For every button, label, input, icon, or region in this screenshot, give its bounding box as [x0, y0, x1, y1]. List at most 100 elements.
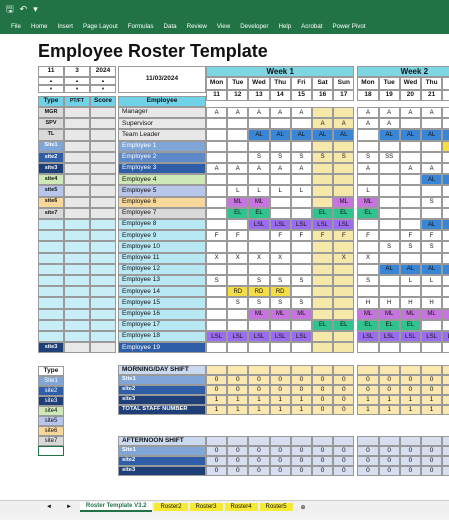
- shift-cell[interactable]: [312, 163, 334, 175]
- shift-cell[interactable]: AL: [442, 219, 449, 231]
- ptft-cell[interactable]: [64, 252, 90, 264]
- shift-cell[interactable]: [312, 286, 334, 298]
- row-type-cell[interactable]: TL: [38, 129, 64, 141]
- undo-icon[interactable]: ↶: [19, 4, 28, 14]
- shift-cell[interactable]: A: [290, 163, 312, 175]
- shift-cell[interactable]: L: [227, 185, 249, 197]
- shift-cell[interactable]: A: [421, 163, 443, 175]
- ptft-cell[interactable]: [64, 151, 90, 163]
- ribbon-tab-insert[interactable]: Insert: [57, 22, 73, 30]
- shift-cell[interactable]: H: [421, 297, 443, 309]
- shift-cell[interactable]: F: [357, 230, 379, 242]
- shift-cell[interactable]: LSL: [290, 331, 312, 343]
- shift-cell[interactable]: AL: [290, 129, 312, 141]
- shift-cell[interactable]: [378, 219, 400, 231]
- shift-cell[interactable]: [421, 319, 443, 331]
- shift-cell[interactable]: X: [227, 252, 249, 264]
- shift-cell[interactable]: [290, 196, 312, 208]
- shift-cell[interactable]: [399, 196, 421, 208]
- shift-cell[interactable]: LSL: [290, 219, 312, 231]
- shift-cell[interactable]: ML: [290, 308, 312, 320]
- ptft-cell[interactable]: [64, 275, 90, 287]
- shift-cell[interactable]: [378, 163, 400, 175]
- ptft-cell[interactable]: [64, 118, 90, 130]
- score-cell[interactable]: [90, 207, 116, 219]
- shift-cell[interactable]: [399, 140, 421, 152]
- shift-cell[interactable]: S: [378, 241, 400, 253]
- shift-cell[interactable]: X: [248, 252, 270, 264]
- shift-cell[interactable]: [378, 174, 400, 186]
- shift-cell[interactable]: [357, 241, 379, 253]
- shift-cell[interactable]: [312, 174, 334, 186]
- sheet-tab-3[interactable]: Roster3: [189, 503, 223, 511]
- shift-cell[interactable]: [248, 263, 270, 275]
- shift-cell[interactable]: S: [399, 241, 421, 253]
- ptft-cell[interactable]: [64, 196, 90, 208]
- shift-cell[interactable]: A: [357, 118, 379, 130]
- shift-cell[interactable]: S: [421, 196, 443, 208]
- shift-cell[interactable]: LSL: [333, 219, 355, 231]
- employee-name-cell[interactable]: Team Leader: [118, 129, 206, 141]
- shift-cell[interactable]: [290, 118, 312, 130]
- shift-cell[interactable]: A: [290, 107, 312, 119]
- shift-cell[interactable]: [206, 151, 228, 163]
- row-type-cell[interactable]: [38, 230, 64, 242]
- ribbon-tab-file[interactable]: File: [11, 22, 21, 30]
- shift-cell[interactable]: [312, 140, 334, 152]
- shift-cell[interactable]: [399, 207, 421, 219]
- ptft-cell[interactable]: [64, 219, 90, 231]
- ptft-cell[interactable]: [64, 107, 90, 119]
- shift-cell[interactable]: [421, 207, 443, 219]
- shift-cell[interactable]: X: [333, 252, 355, 264]
- shift-cell[interactable]: ML: [357, 196, 379, 208]
- shift-cell[interactable]: S: [206, 275, 228, 287]
- shift-cell[interactable]: LSL: [399, 331, 421, 343]
- shift-cell[interactable]: [290, 252, 312, 264]
- shift-cell[interactable]: [357, 140, 379, 152]
- row-type-cell[interactable]: site5: [38, 185, 64, 197]
- score-cell[interactable]: [90, 174, 116, 186]
- shift-cell[interactable]: [269, 319, 291, 331]
- shift-cell[interactable]: A: [206, 107, 228, 119]
- shift-cell[interactable]: [312, 342, 334, 354]
- ribbon-tab-developer[interactable]: Developer: [240, 22, 269, 30]
- shift-cell[interactable]: AL: [399, 129, 421, 141]
- shift-cell[interactable]: AL: [378, 129, 400, 141]
- shift-cell[interactable]: [333, 331, 355, 343]
- ribbon-tab-help[interactable]: Help: [278, 22, 292, 30]
- shift-cell[interactable]: [269, 196, 291, 208]
- shift-cell[interactable]: F: [227, 230, 249, 242]
- score-cell[interactable]: [90, 319, 116, 331]
- shift-cell[interactable]: [227, 219, 249, 231]
- shift-cell[interactable]: LSL: [227, 331, 249, 343]
- shift-cell[interactable]: ML: [442, 308, 449, 320]
- employee-name-cell[interactable]: Employee 1: [118, 140, 206, 152]
- shift-cell[interactable]: [333, 174, 355, 186]
- shift-cell[interactable]: [206, 185, 228, 197]
- score-cell[interactable]: [90, 252, 116, 264]
- shift-cell[interactable]: A: [248, 107, 270, 119]
- shift-cell[interactable]: A: [269, 107, 291, 119]
- shift-cell[interactable]: [312, 196, 334, 208]
- shift-cell[interactable]: [206, 196, 228, 208]
- score-cell[interactable]: [90, 331, 116, 343]
- shift-cell[interactable]: ML: [378, 308, 400, 320]
- shift-cell[interactable]: [206, 219, 228, 231]
- score-cell[interactable]: [90, 275, 116, 287]
- shift-cell[interactable]: [399, 252, 421, 264]
- shift-cell[interactable]: [378, 275, 400, 287]
- ptft-cell[interactable]: [64, 308, 90, 320]
- score-cell[interactable]: [90, 297, 116, 309]
- shift-cell[interactable]: [206, 118, 228, 130]
- row-type-cell[interactable]: [38, 241, 64, 253]
- shift-cell[interactable]: [333, 263, 355, 275]
- shift-cell[interactable]: X: [357, 252, 379, 264]
- shift-cell[interactable]: ML: [399, 308, 421, 320]
- shift-cell[interactable]: AL: [333, 129, 355, 141]
- shift-cell[interactable]: [248, 174, 270, 186]
- shift-cell[interactable]: [333, 185, 355, 197]
- ribbon-tab-view[interactable]: View: [216, 22, 231, 30]
- score-cell[interactable]: [90, 263, 116, 275]
- shift-cell[interactable]: [442, 185, 449, 197]
- save-icon[interactable]: 🖫: [6, 4, 14, 14]
